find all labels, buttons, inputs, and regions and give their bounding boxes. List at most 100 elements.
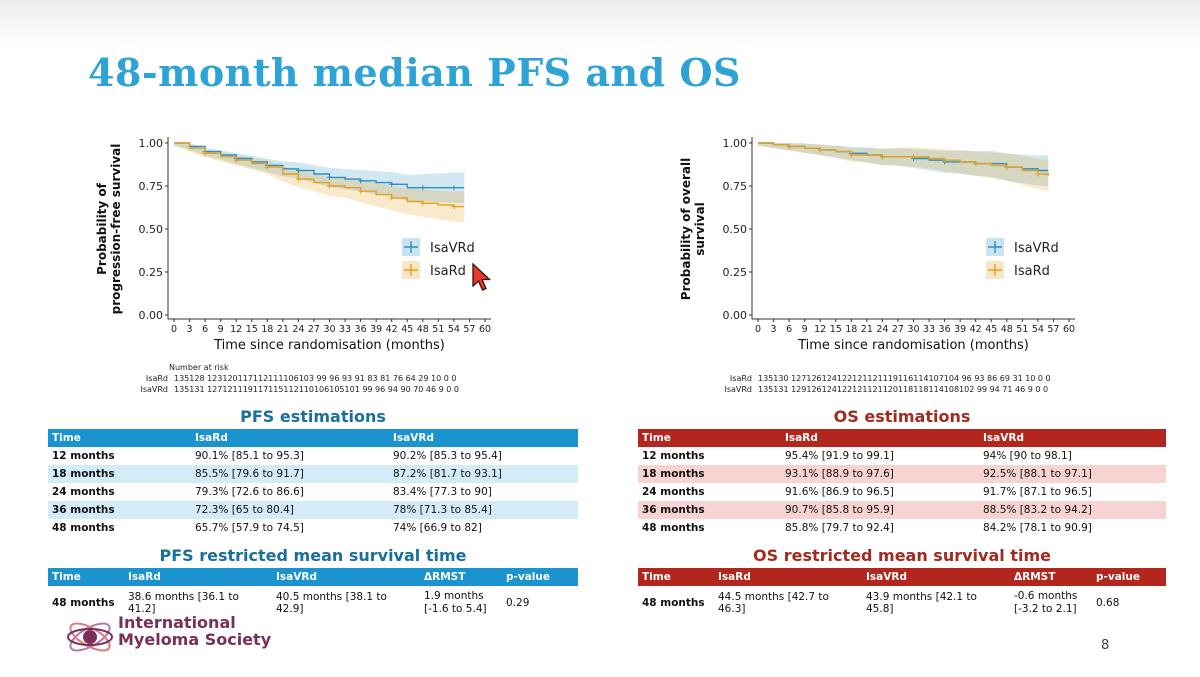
legend-label: IsaVRd — [430, 241, 475, 256]
risk-values: 135131 127121119117115112110106105101 99… — [174, 385, 460, 394]
x-tick-label: 24 — [292, 324, 304, 335]
table-cell: 92.5% [88.1 to 97.1] — [983, 468, 1092, 480]
risk-label: IsaVRd — [724, 385, 752, 394]
y-axis-label-line2: survival — [693, 202, 707, 256]
y-tick-label: 0.75 — [723, 180, 748, 193]
x-tick-label: 57 — [463, 324, 475, 335]
table-row: 12 months 95.4% [91.9 to 99.1] 94% [90 to … — [638, 447, 1166, 465]
ims-logo-icon — [67, 622, 113, 652]
delta-rmst-value: 1.9 months — [424, 590, 484, 602]
y-tick-label: 0.00 — [139, 309, 164, 322]
table-row: 24 months 91.6% [86.9 to 96.5] 91.7% [87.1… — [638, 483, 1166, 501]
censor-mark — [358, 178, 364, 184]
y-tick-label: 0.00 — [723, 309, 748, 322]
censor-mark — [1035, 171, 1041, 177]
x-tick-label: 42 — [386, 324, 398, 335]
x-tick-label: 27 — [308, 324, 320, 335]
censor-mark — [973, 161, 979, 167]
table-header-row: Time IsaRd IsaVRd — [48, 429, 578, 447]
column-header: IsaVRd — [866, 571, 907, 583]
x-tick-label: 51 — [1016, 324, 1028, 335]
x-tick-label: 0 — [171, 324, 177, 335]
row-label: 12 months — [52, 450, 115, 462]
x-tick-label: 45 — [401, 324, 413, 335]
column-header: IsaRd — [718, 571, 751, 583]
y-tick-label: 0.25 — [723, 266, 748, 279]
column-header: ΔRMST — [424, 571, 466, 583]
x-tick-label: 36 — [939, 324, 951, 335]
delta-rmst-ci: [-1.6 to 5.4] — [424, 603, 487, 615]
x-tick-label: 18 — [261, 324, 273, 335]
legend-line-icon — [988, 241, 1002, 253]
x-tick-label: 54 — [448, 324, 460, 335]
table-cell: 72.3% [65 to 80.4] — [195, 504, 294, 516]
censor-mark — [420, 200, 426, 206]
row-label: 48 months — [52, 597, 115, 609]
risk-values: 135131 129126124122121121120118118114108… — [758, 385, 1049, 394]
column-header: p-value — [1096, 571, 1140, 583]
x-tick-label: 3 — [771, 324, 777, 335]
censor-mark — [233, 157, 239, 163]
pfs-risk-table: Number at risk IsaRd 135128 1231201171121… — [124, 362, 459, 395]
table-row: 36 months 72.3% [65 to 80.4] 78% [71.3 to … — [48, 501, 578, 519]
y-tick-label: 0.25 — [139, 266, 164, 279]
x-tick-label: 0 — [755, 324, 761, 335]
x-tick-label: 48 — [417, 324, 429, 335]
logo-line1: International — [118, 613, 236, 632]
table-header-row: Time IsaRd IsaVRd ΔRMST p-value — [638, 568, 1166, 586]
legend-label: IsaRd — [1014, 264, 1050, 279]
column-header: IsaVRd — [983, 432, 1024, 444]
row-label: 18 months — [52, 468, 115, 480]
x-tick-label: 15 — [830, 324, 842, 335]
y-axis-label-line1: Probability of — [95, 182, 109, 275]
x-tick-label: 60 — [479, 324, 491, 335]
table-cell: 91.6% [86.9 to 96.5] — [785, 486, 894, 498]
row-label: 24 months — [52, 486, 115, 498]
censor-mark — [451, 185, 457, 191]
table-cell: 40.5 months [38.1 to 42.9] — [276, 591, 387, 615]
column-header: Time — [642, 571, 671, 583]
x-axis-label: Time since randomisation (months) — [213, 338, 445, 353]
x-tick-label: 6 — [786, 324, 792, 335]
table-cell: 87.2% [81.7 to 93.1] — [393, 468, 502, 480]
legend-line-icon — [404, 264, 418, 276]
table-cell: 91.7% [87.1 to 96.5] — [983, 486, 1092, 498]
censor-mark — [817, 147, 823, 153]
censor-mark — [264, 164, 270, 170]
x-tick-label: 15 — [246, 324, 258, 335]
ci-band-isard — [758, 143, 1049, 192]
table-cell: 84.2% [78.1 to 90.9] — [983, 522, 1092, 534]
table-header-row: Time IsaRd IsaVRd ΔRMST p-value — [48, 568, 578, 586]
censor-mark — [389, 195, 395, 201]
table-row: 48 months 44.5 months [42.7 to 46.3] 43.9 … — [638, 586, 1166, 620]
x-tick-label: 42 — [970, 324, 982, 335]
pfs-rmst-table: Time IsaRd IsaVRd ΔRMST p-value 48 months 38.6… — [48, 568, 578, 620]
table-cell: 38.6 months [36.1 to 41.2] — [128, 591, 239, 615]
column-header: IsaRd — [195, 432, 228, 444]
delta-rmst-ci: [-3.2 to 2.1] — [1014, 603, 1077, 615]
table-row: 24 months 79.3% [72.6 to 86.6] 83.4% [77.3… — [48, 483, 578, 501]
km-line-isard — [174, 142, 465, 208]
legend-line-icon — [988, 264, 1002, 276]
table-cell: 43.9 months [42.1 to 45.8] — [866, 591, 977, 615]
x-tick-label: 27 — [892, 324, 904, 335]
column-header: Time — [642, 432, 671, 444]
row-label: 48 months — [642, 597, 705, 609]
row-label: 48 months — [52, 522, 115, 534]
censor-mark — [451, 204, 457, 210]
y-tick-label: 1.00 — [139, 137, 164, 150]
column-header: ΔRMST — [1014, 571, 1056, 583]
legend-label: IsaVRd — [1014, 241, 1059, 256]
column-header: IsaRd — [128, 571, 161, 583]
table-cell: 0.29 — [506, 597, 530, 609]
row-label: 24 months — [642, 486, 705, 498]
table-row: 48 months 38.6 months [36.1 to 41.2] 40.5 … — [48, 586, 578, 620]
censor-mark — [295, 176, 301, 182]
censor-mark — [848, 152, 854, 158]
censor-mark — [786, 143, 792, 149]
os-risk-table: IsaRd 135130 1271261241221211211191161141… — [708, 373, 1050, 395]
table-cell: 78% [71.3 to 85.4] — [393, 504, 492, 516]
delta-rmst-cell: -0.6 months [-3.2 to 2.1] — [1010, 586, 1092, 620]
y-tick-label: 0.50 — [723, 223, 748, 236]
pfs-est-title: PFS estimations — [240, 407, 386, 426]
